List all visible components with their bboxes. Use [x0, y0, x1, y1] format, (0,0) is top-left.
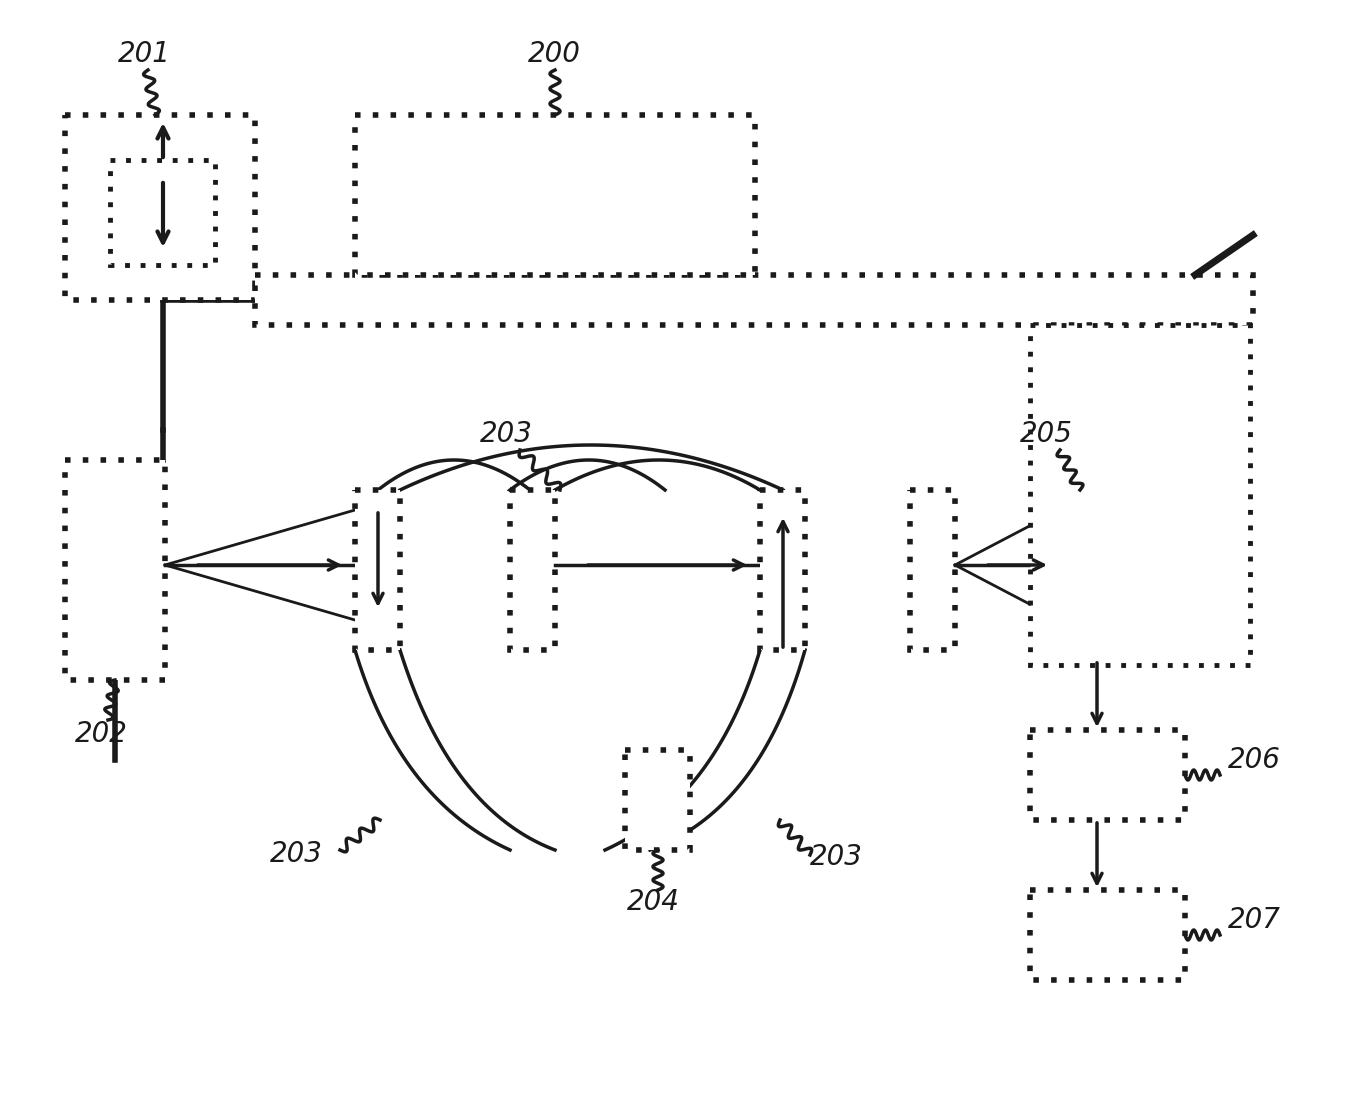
Bar [625, 750, 690, 850]
Bar [759, 490, 804, 650]
Text: 203: 203 [480, 420, 534, 448]
Bar [1030, 325, 1249, 665]
Bar [1060, 490, 1135, 660]
Text: 200: 200 [528, 40, 581, 68]
Text: 204: 204 [627, 888, 680, 916]
Bar [65, 115, 255, 299]
Bar [911, 490, 955, 650]
Text: 203: 203 [269, 841, 323, 868]
Bar [65, 460, 165, 680]
Bar [510, 490, 555, 650]
Text: 203: 203 [810, 843, 863, 871]
Bar [355, 490, 400, 650]
Bar [110, 160, 215, 265]
Bar [255, 275, 1253, 325]
Text: 201: 201 [118, 40, 171, 68]
Text: 207: 207 [1228, 906, 1281, 935]
Bar [1030, 730, 1185, 820]
Text: 205: 205 [1019, 420, 1072, 448]
Bar [1030, 890, 1185, 980]
Text: 206: 206 [1228, 747, 1281, 774]
Bar [355, 115, 755, 275]
Text: 202: 202 [75, 720, 128, 748]
